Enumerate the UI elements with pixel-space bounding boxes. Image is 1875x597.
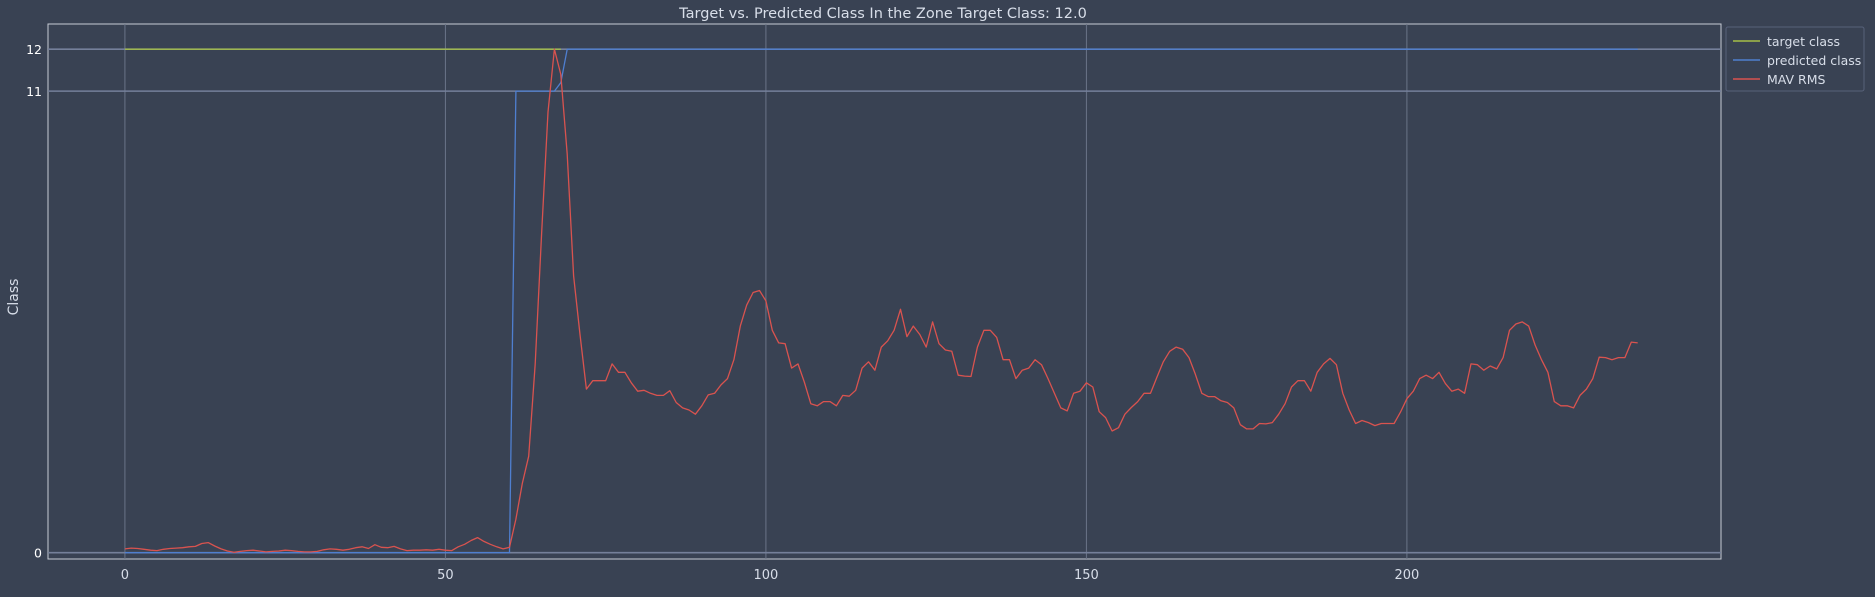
series-line	[124, 48, 1638, 553]
plot-frame	[47, 23, 1722, 560]
x-tick-label: 50	[437, 568, 454, 583]
x-axis-ticks: 0 50 100 150 200	[121, 568, 1420, 583]
x-tick-label: 200	[1394, 568, 1419, 583]
series-line	[124, 48, 1638, 554]
y-tick-label: 11	[26, 84, 42, 99]
legend-label: target class	[1767, 34, 1840, 49]
x-tick-label: 0	[121, 568, 129, 583]
chart-title: Target vs. Predicted Class In the Zone T…	[678, 6, 1087, 22]
series-layer	[124, 48, 1638, 554]
y-axis-label: Class	[6, 279, 22, 316]
x-tick-label: 150	[1074, 568, 1099, 583]
legend: target class predicted class MAV RMS	[1725, 26, 1865, 92]
plot-area	[47, 23, 1722, 560]
y-tick-label: 0	[34, 546, 42, 561]
y-axis-ticks: 0 11 12	[26, 42, 42, 561]
y-tick-label: 12	[26, 42, 42, 57]
legend-box	[1725, 26, 1865, 92]
legend-label: predicted class	[1767, 53, 1861, 68]
legend-label: MAV RMS	[1767, 72, 1826, 87]
x-tick-label: 100	[754, 568, 779, 583]
